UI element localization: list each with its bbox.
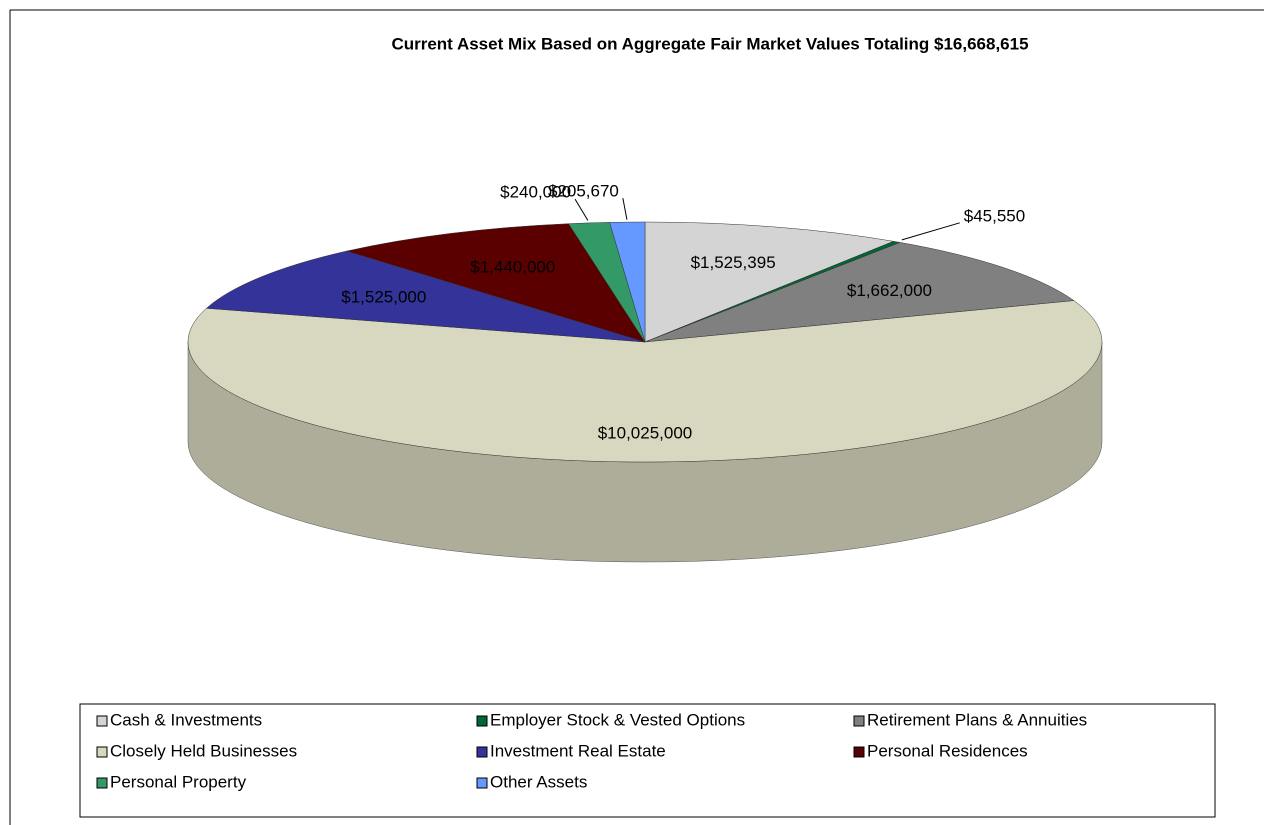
leader-line: [574, 198, 589, 221]
leader-line: [622, 198, 628, 220]
legend-label: Investment Real Estate: [490, 741, 666, 760]
legend-label: Personal Residences: [867, 741, 1028, 760]
legend-label: Closely Held Businesses: [110, 741, 297, 760]
slice: [205, 250, 646, 343]
legend-swatch: [853, 715, 865, 727]
legend-swatch: [853, 746, 865, 758]
data-label: $1,525,395: [691, 253, 776, 272]
legend-label: Other Assets: [490, 772, 587, 791]
data-label: $10,025,000: [598, 423, 693, 442]
slice: [644, 242, 1075, 343]
chart-title: Current Asset Mix Based on Aggregate Fai…: [391, 34, 1028, 53]
legend-swatch: [96, 715, 108, 727]
data-label: $205,670: [548, 182, 619, 201]
data-label: $240,000: [500, 183, 571, 202]
slice: [187, 300, 1103, 463]
data-label: $1,440,000: [470, 258, 555, 277]
legend-label: Cash & Investments: [110, 710, 262, 729]
legend-box: [79, 703, 1216, 818]
data-label: $1,662,000: [847, 281, 932, 300]
data-label: $45,550: [964, 206, 1025, 225]
legend-label: Employer Stock & Vested Options: [490, 710, 745, 729]
slice: [609, 221, 646, 343]
legend-label: Personal Property: [110, 772, 247, 791]
leader-line: [901, 222, 960, 241]
legend-label: Retirement Plans & Annuities: [867, 710, 1087, 729]
data-label: $1,525,000: [341, 287, 426, 306]
legend-swatch: [476, 777, 488, 789]
legend-swatch: [96, 777, 108, 789]
slice: [345, 223, 646, 343]
legend-swatch: [476, 715, 488, 727]
legend-swatch: [96, 746, 108, 758]
legend-swatch: [476, 746, 488, 758]
slice: [644, 221, 895, 343]
